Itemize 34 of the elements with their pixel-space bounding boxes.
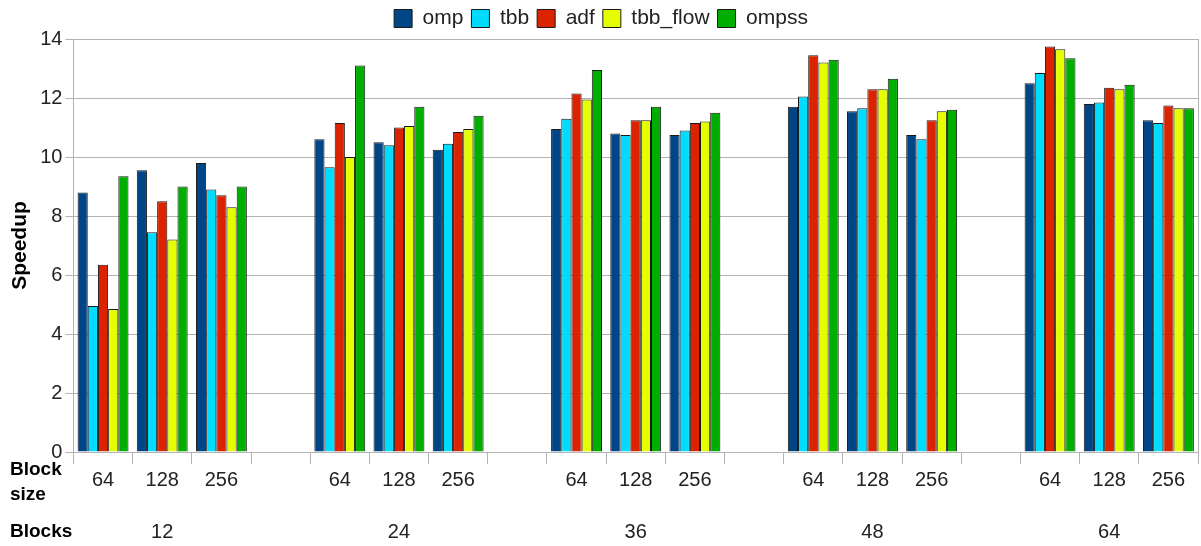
x-tick-label: 256 [914, 467, 949, 490]
x-tick-label: 256 [204, 467, 239, 490]
x-tick-label: 128 [382, 467, 416, 490]
y-tick-label: 6 [51, 262, 63, 285]
y-tick-label: 12 [40, 85, 63, 108]
text: 48 [861, 519, 884, 542]
y-tick-label: 8 [51, 203, 63, 226]
x-tick-label: 256 [1151, 467, 1186, 490]
legend-label: ompss [746, 5, 808, 29]
x-tick-label: 64 [328, 467, 351, 490]
x-tick-label: 128 [619, 467, 653, 490]
x-tick-label: 128 [145, 467, 179, 490]
text: 36 [624, 519, 647, 542]
x-tick-label: 64 [1038, 467, 1062, 490]
legend-label: tbb_flow [631, 5, 711, 30]
x-tick-label: 128 [1092, 467, 1126, 490]
x-tick-label: 64 [802, 467, 825, 490]
text: Blocks [10, 520, 73, 542]
y-tick-label: 4 [51, 321, 63, 344]
y-axis-title: Speedup [7, 201, 31, 290]
text: 64 [1098, 519, 1121, 542]
legend-label: adf [565, 5, 595, 29]
text: 24 [387, 519, 411, 542]
x-tick-label: 64 [565, 467, 588, 490]
legend-label: tbb [499, 5, 530, 29]
y-tick-label: 2 [51, 380, 63, 403]
y-tick-label: 10 [40, 144, 63, 167]
text: 12 [151, 519, 174, 542]
x-tick-label: 128 [855, 467, 890, 490]
x-tick-label: 64 [91, 467, 115, 490]
legend-label: omp [422, 5, 464, 29]
x-tick-label: 256 [678, 467, 712, 490]
y-tick-label: 14 [40, 26, 63, 49]
x-tick-label: 256 [441, 467, 475, 490]
